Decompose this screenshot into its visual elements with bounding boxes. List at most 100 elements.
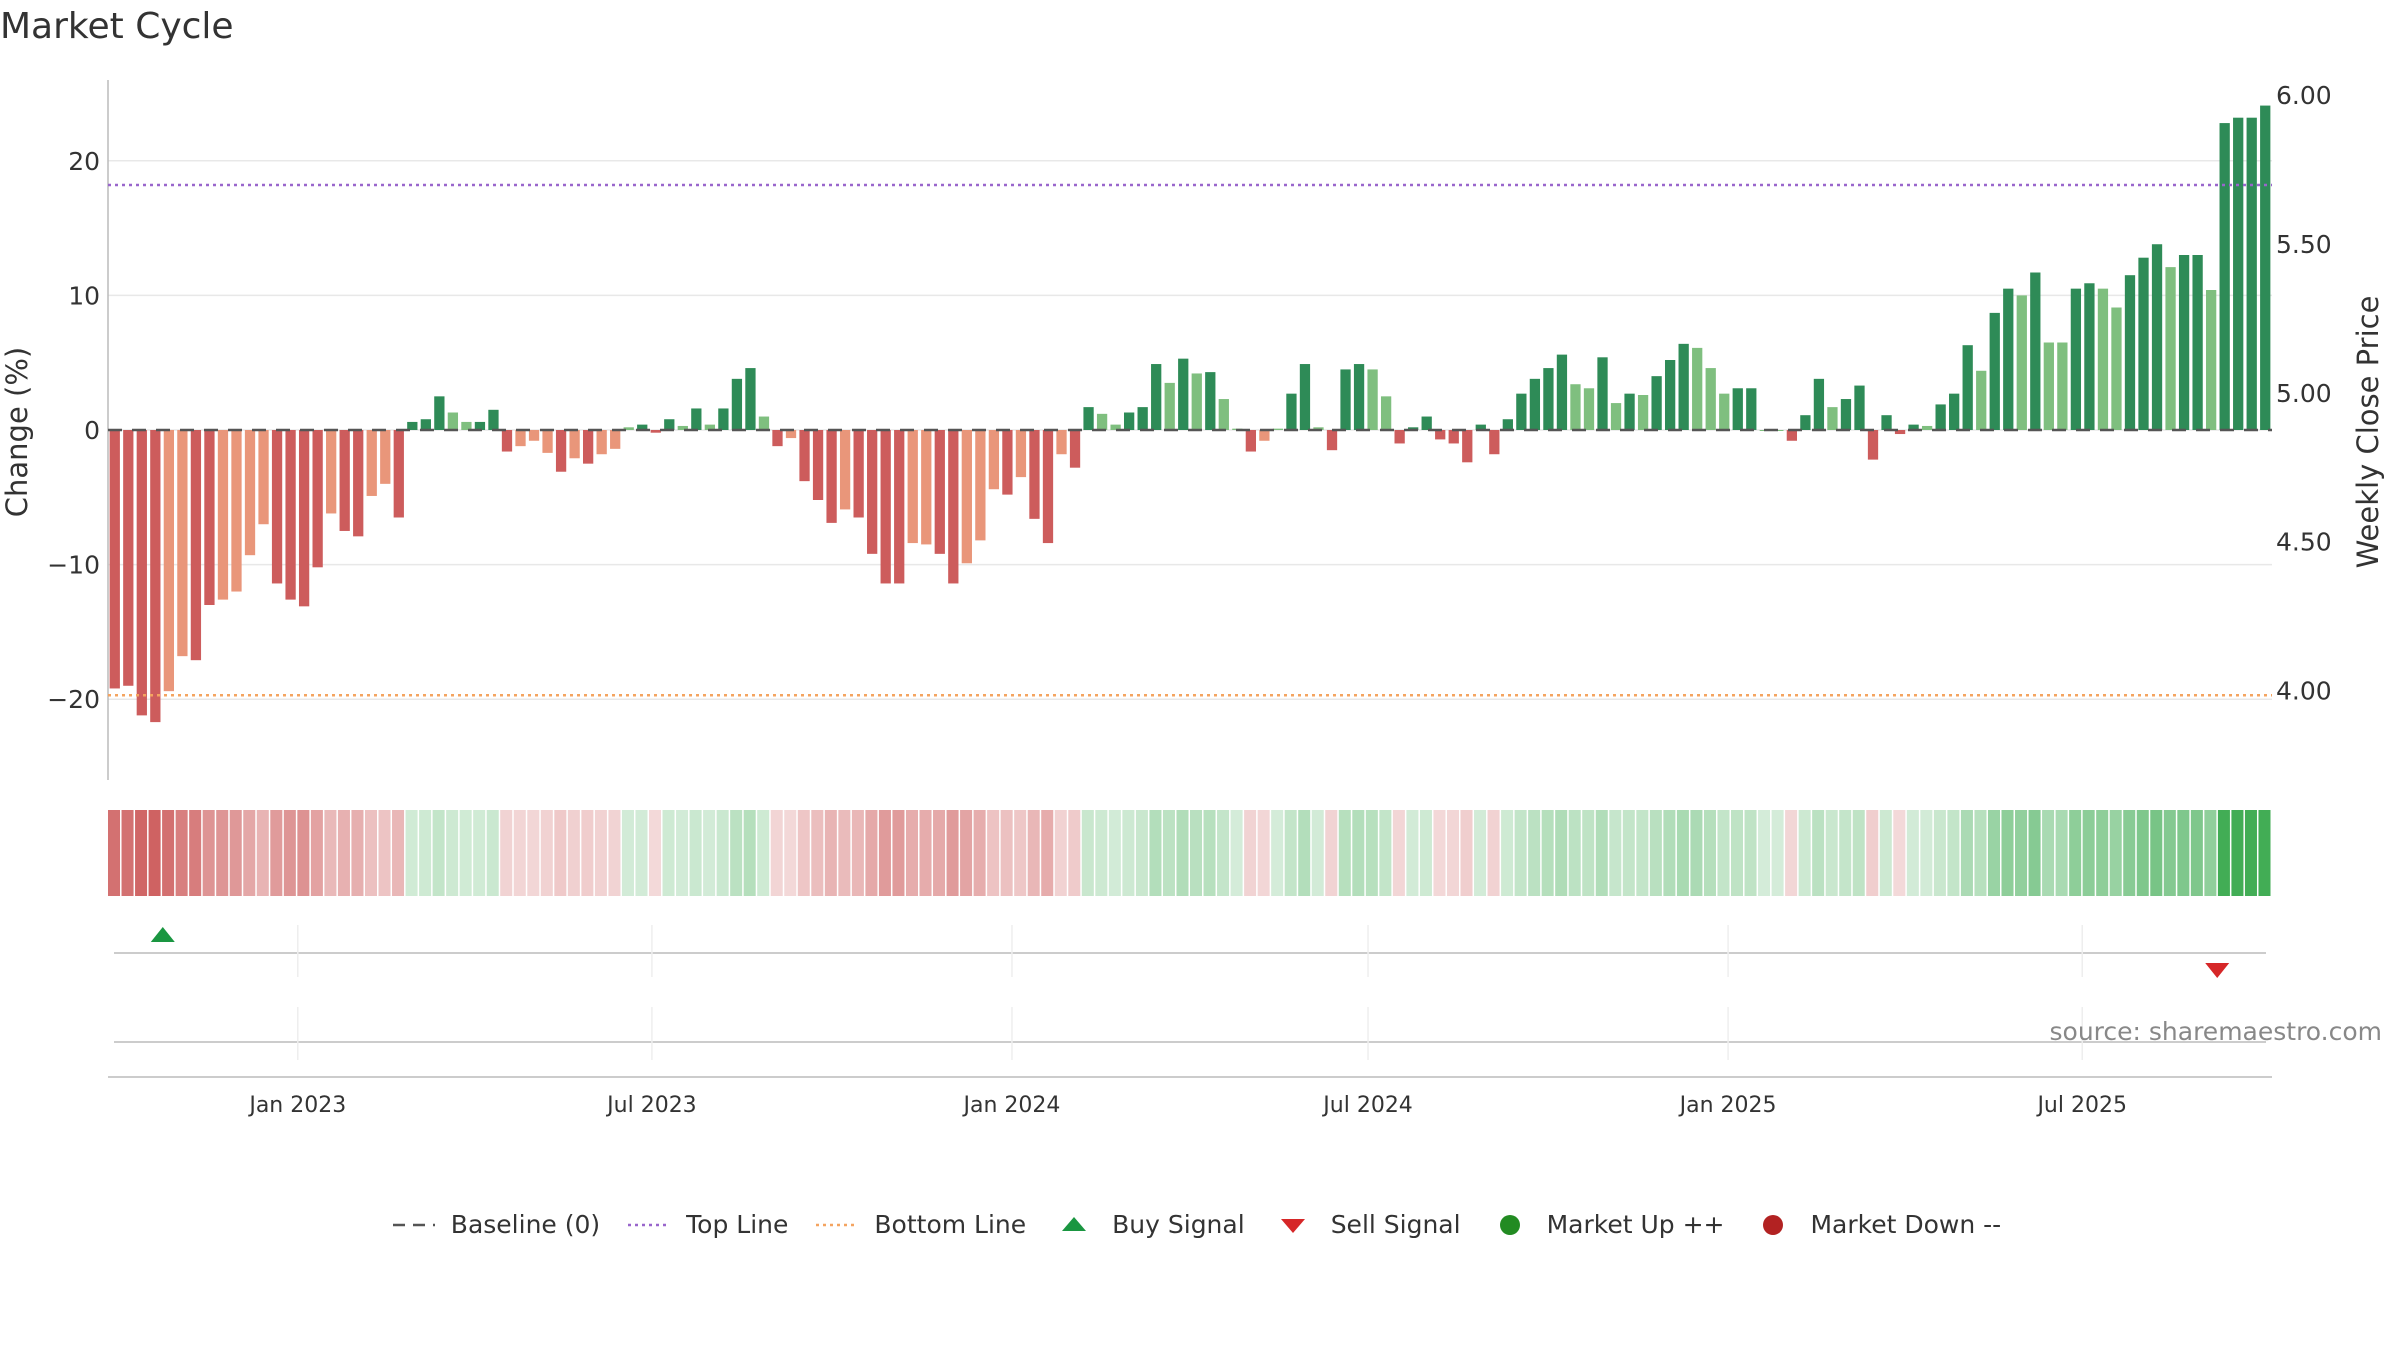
- change-bar: [677, 425, 688, 430]
- heat-cell: [757, 810, 770, 896]
- change-bar: [1042, 430, 1054, 544]
- heat-cell: [2150, 810, 2163, 896]
- change-bar: [1854, 385, 1865, 430]
- change-bar: [515, 430, 526, 447]
- heat-cell: [1717, 810, 1730, 896]
- heat-cell: [1203, 810, 1216, 896]
- heat-cell: [2163, 810, 2176, 896]
- heat-cell: [432, 810, 445, 896]
- change-bar: [1191, 373, 1202, 430]
- change-bar: [109, 430, 120, 689]
- change-bar: [1056, 430, 1067, 455]
- heat-cell: [1122, 810, 1135, 896]
- heat-cell: [1311, 810, 1324, 896]
- legend-label-top-line: Top Line: [686, 1210, 789, 1239]
- heat-cell: [1257, 810, 1270, 896]
- heat-cell: [486, 810, 499, 896]
- change-bar: [1110, 424, 1121, 430]
- heat-cell: [1474, 810, 1487, 896]
- change-bar: [1637, 395, 1649, 430]
- change-bar: [393, 430, 404, 518]
- heat-cell: [1149, 810, 1162, 896]
- x-tick-label: Jan 2024: [961, 1093, 1060, 1118]
- change-bar: [596, 430, 607, 455]
- heat-cell: [1162, 810, 1175, 896]
- change-bar: [1218, 399, 1229, 430]
- sell-signal-marker: [2205, 963, 2230, 978]
- change-bar: [1664, 360, 1676, 430]
- heat-cell: [635, 810, 648, 896]
- y2-tick-label: 5.00: [2276, 379, 2332, 408]
- change-bar: [1259, 430, 1270, 441]
- heat-cell: [2015, 810, 2028, 896]
- heat-cell: [1663, 810, 1676, 896]
- change-bar: [1719, 393, 1730, 430]
- change-bar: [1313, 427, 1324, 430]
- legend-item-baseline: Baseline (0): [391, 1210, 600, 1239]
- x-tick-label: Jul 2025: [2035, 1093, 2127, 1118]
- change-bar: [298, 430, 310, 607]
- change-bar: [1840, 399, 1852, 430]
- change-bar: [785, 430, 797, 439]
- y2-tick-label: 6.00: [2276, 81, 2332, 110]
- heat-cell: [1568, 810, 1581, 896]
- change-bar: [1462, 430, 1473, 463]
- heat-cell: [1352, 810, 1365, 896]
- heat-cell: [1622, 810, 1635, 896]
- heat-cell: [1920, 810, 1933, 896]
- change-bar: [136, 430, 147, 716]
- heat-cell: [108, 810, 121, 896]
- change-bar: [1773, 430, 1784, 431]
- change-bar: [826, 430, 837, 523]
- dash-line-icon: [392, 1223, 435, 1226]
- change-bar: [1272, 428, 1284, 430]
- heat-cell: [1852, 810, 1865, 896]
- heat-cell: [649, 810, 662, 896]
- change-bar: [1570, 384, 1581, 430]
- change-bar: [569, 430, 580, 459]
- heat-cell: [905, 810, 918, 896]
- change-bar: [326, 430, 337, 514]
- heat-cell: [1906, 810, 1919, 896]
- heat-cell: [1987, 810, 2000, 896]
- y-tick-label: 0: [84, 416, 100, 445]
- circle-icon: [1499, 1214, 1520, 1235]
- change-bar: [1746, 388, 1757, 430]
- heat-cell: [324, 810, 337, 896]
- heat-cell: [2258, 810, 2271, 896]
- heat-cell: [189, 810, 202, 896]
- change-bar: [934, 430, 945, 554]
- heat-cell: [1582, 810, 1595, 896]
- change-bar: [907, 430, 918, 544]
- heat-cell: [1054, 810, 1067, 896]
- heat-cell: [2055, 810, 2068, 896]
- change-bar: [2070, 288, 2082, 430]
- change-bar: [2043, 342, 2054, 430]
- change-bar: [1299, 364, 1311, 430]
- change-bar: [1908, 424, 1919, 430]
- heat-cell: [121, 810, 134, 896]
- signal-panel: [114, 927, 2266, 1043]
- heat-cell: [1636, 810, 1649, 896]
- heat-cell: [2069, 810, 2082, 896]
- change-bar: [163, 430, 175, 692]
- heat-cell: [1014, 810, 1027, 896]
- change-bar: [123, 430, 134, 686]
- change-bar: [366, 430, 377, 496]
- change-bar: [691, 408, 702, 430]
- heat-cell: [1095, 810, 1108, 896]
- change-bar: [812, 430, 824, 500]
- change-bar: [1786, 430, 1798, 441]
- heat-cell: [919, 810, 932, 896]
- heat-cell: [621, 810, 634, 896]
- heat-cell: [1541, 810, 1554, 896]
- heat-cell: [500, 810, 513, 896]
- heat-cell: [1081, 810, 1094, 896]
- heat-cell: [2123, 810, 2136, 896]
- change-bar: [244, 430, 256, 556]
- heat-cell: [878, 810, 891, 896]
- heat-cell: [2096, 810, 2109, 896]
- change-bar: [988, 430, 1000, 490]
- change-bar: [2192, 255, 2203, 430]
- change-bar: [664, 419, 675, 430]
